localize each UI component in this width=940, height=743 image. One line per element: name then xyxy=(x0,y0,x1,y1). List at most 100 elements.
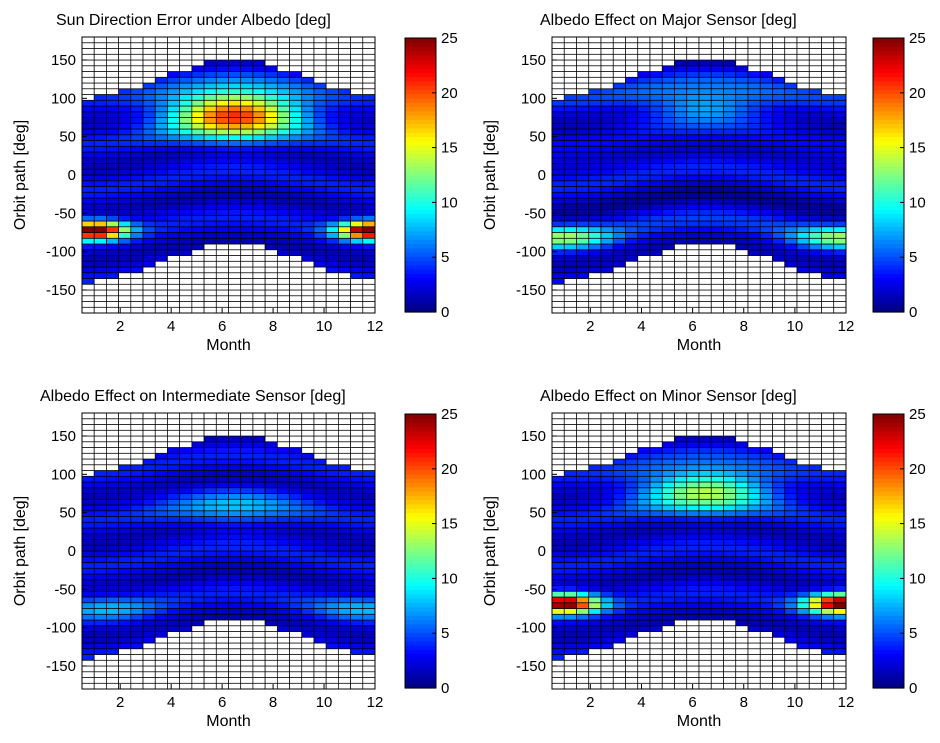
heatmap-cell xyxy=(588,295,602,302)
heatmap-cell xyxy=(759,191,773,199)
heatmap-cell xyxy=(612,209,626,216)
heatmap-cell xyxy=(588,180,602,187)
y-tick-label: -50 xyxy=(524,205,546,222)
heatmap-cell xyxy=(551,521,565,529)
heatmap-cell xyxy=(759,249,773,256)
heatmap-cell xyxy=(338,493,351,500)
heatmap-cell xyxy=(252,301,266,308)
heatmap-cell xyxy=(276,665,290,673)
heatmap-cell xyxy=(106,76,119,84)
heatmap-cell xyxy=(362,82,376,90)
heatmap-cell xyxy=(264,214,278,222)
heatmap-cell xyxy=(252,117,266,124)
heatmap-cell xyxy=(276,140,290,147)
x-tick-label: 4 xyxy=(167,694,175,711)
heatmap-cell xyxy=(203,556,217,563)
heatmap-cell xyxy=(600,544,614,552)
heatmap-cell xyxy=(130,562,144,569)
heatmap-cell xyxy=(264,608,278,615)
heatmap-cell xyxy=(215,174,229,182)
heatmap-cell xyxy=(215,671,229,678)
heatmap-cell xyxy=(625,665,639,673)
heatmap-cell xyxy=(588,266,602,274)
heatmap-cell xyxy=(142,36,156,44)
heatmap-cell xyxy=(167,122,181,130)
heatmap-cell xyxy=(240,203,254,210)
heatmap-cell xyxy=(179,642,193,650)
heatmap-cell xyxy=(203,283,217,291)
heatmap-cell xyxy=(551,53,565,61)
colorbar-swatch xyxy=(405,426,436,432)
heatmap-cell xyxy=(203,163,217,170)
heatmap-cell xyxy=(301,487,315,494)
colorbar-swatch xyxy=(405,63,436,69)
heatmap-cell xyxy=(203,71,217,78)
heatmap-cell xyxy=(203,220,217,228)
heatmap-cell xyxy=(191,301,205,308)
heatmap-cell xyxy=(313,255,327,262)
heatmap-cell xyxy=(759,255,773,262)
heatmap-cell xyxy=(228,447,242,454)
heatmap-cell xyxy=(563,197,577,205)
heatmap-cell xyxy=(563,88,577,95)
heatmap-cell xyxy=(808,71,822,78)
heatmap-cell xyxy=(588,550,602,558)
heatmap-cell xyxy=(674,682,688,690)
heatmap-cell xyxy=(784,567,798,575)
heatmap-cell xyxy=(191,168,205,176)
heatmap-cell xyxy=(563,42,577,49)
heatmap-cell xyxy=(600,631,614,638)
heatmap-cell xyxy=(661,151,675,159)
heatmap-cell xyxy=(118,186,132,193)
heatmap-cell xyxy=(362,117,376,124)
heatmap-cell xyxy=(130,283,144,291)
heatmap-cell xyxy=(784,424,798,431)
heatmap-cell xyxy=(252,458,266,466)
x-tick-label: 10 xyxy=(787,694,804,711)
heatmap-cell xyxy=(191,42,205,49)
heatmap-cell xyxy=(612,214,626,222)
heatmap-cell xyxy=(563,289,577,297)
heatmap-cell xyxy=(130,65,144,72)
heatmap-cell xyxy=(325,197,339,205)
heatmap-cell xyxy=(240,186,254,193)
heatmap-cell xyxy=(301,272,315,279)
colorbar-swatch xyxy=(405,213,436,219)
heatmap-cell xyxy=(747,452,761,460)
heatmap-cell xyxy=(215,510,229,517)
heatmap-cell xyxy=(563,412,577,420)
heatmap-cell xyxy=(325,111,339,118)
heatmap-cell xyxy=(637,504,651,512)
heatmap-cell xyxy=(142,648,156,655)
heatmap-cell xyxy=(276,42,290,49)
heatmap-cell xyxy=(228,493,242,500)
heatmap-cell xyxy=(661,648,675,655)
heatmap-cell xyxy=(686,203,700,210)
heatmap-cell xyxy=(735,677,749,684)
heatmap-cell xyxy=(784,539,798,546)
heatmap-cell xyxy=(661,71,675,78)
heatmap-cell xyxy=(325,682,339,690)
heatmap-cell xyxy=(821,659,835,667)
heatmap-cell xyxy=(154,260,168,268)
heatmap-cell xyxy=(313,481,327,489)
heatmap-cell xyxy=(723,608,737,615)
heatmap-cell xyxy=(338,82,351,90)
heatmap-cell xyxy=(600,516,614,523)
heatmap-cell xyxy=(821,671,835,678)
heatmap-cell xyxy=(600,151,614,159)
heatmap-cell xyxy=(301,306,315,314)
heatmap-cell xyxy=(563,214,577,222)
heatmap-cell xyxy=(154,665,168,673)
heatmap-cell xyxy=(551,117,565,124)
heatmap-cell xyxy=(772,134,786,141)
heatmap-cell xyxy=(118,533,132,540)
heatmap-cell xyxy=(821,157,835,164)
heatmap-cell xyxy=(808,122,822,130)
heatmap-cell xyxy=(649,510,663,517)
heatmap-cell xyxy=(325,260,339,268)
heatmap-cell xyxy=(637,625,651,632)
heatmap-cell xyxy=(93,619,107,627)
heatmap-cell xyxy=(759,42,773,49)
heatmap-cell xyxy=(240,214,254,222)
